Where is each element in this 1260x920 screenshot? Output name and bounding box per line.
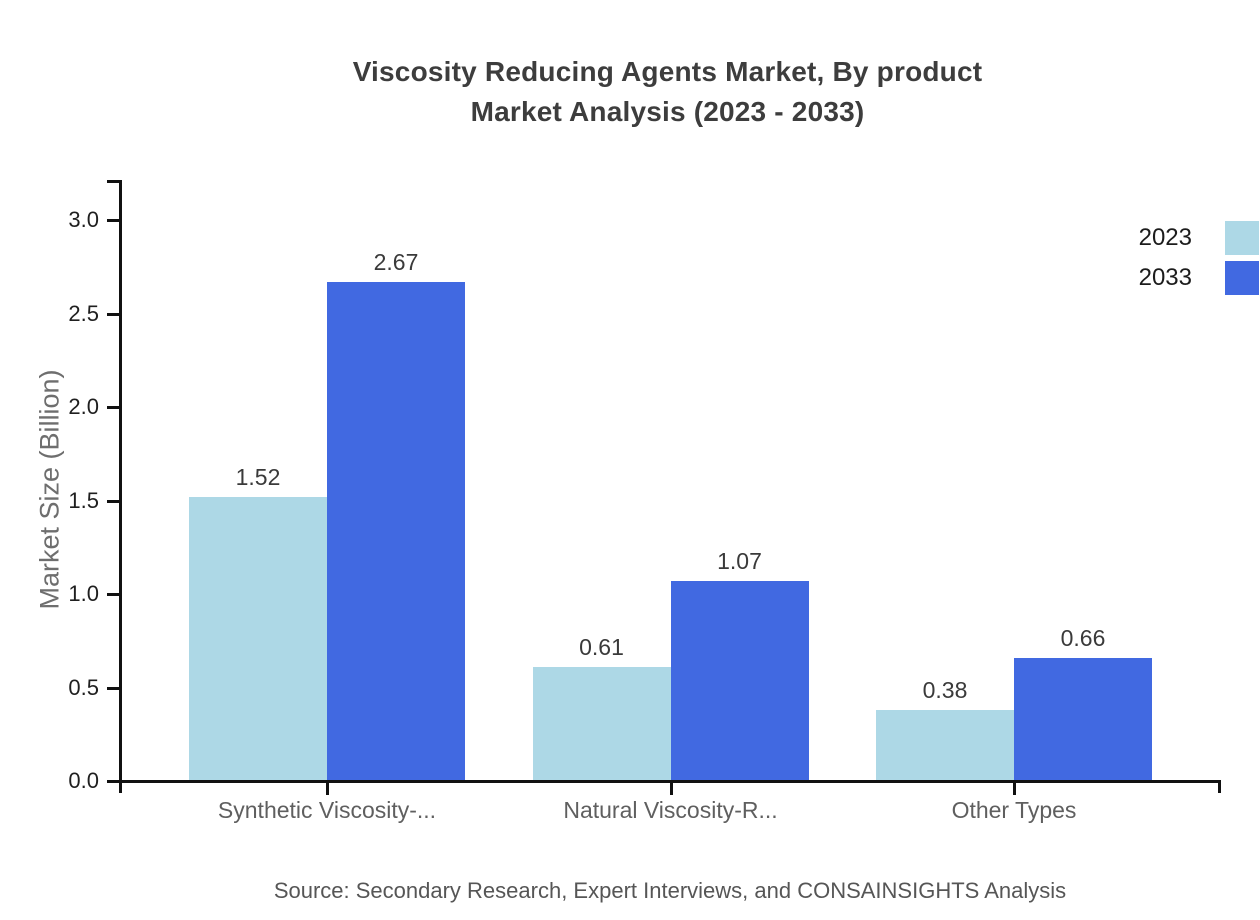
y-axis-tick xyxy=(107,406,120,409)
x-axis-line xyxy=(107,780,1221,783)
y-axis-tick-label: 1.0 xyxy=(68,581,99,606)
x-axis-end-cap xyxy=(1218,781,1221,793)
x-axis-category-label: Natural Viscosity-R... xyxy=(563,797,778,823)
y-axis-tick xyxy=(107,593,120,596)
bar-2023-3 xyxy=(876,709,1014,781)
y-axis-tick-label: 2.0 xyxy=(68,394,99,419)
bar-2033-1 xyxy=(327,281,465,781)
y-axis-end-cap xyxy=(107,180,120,183)
y-axis-tick-label: 3.0 xyxy=(68,207,99,232)
chart-title-line-2: Market Analysis (2023 - 2033) xyxy=(470,96,865,127)
chart-title-line-1: Viscosity Reducing Agents Market, By pro… xyxy=(352,56,983,87)
x-axis-tick xyxy=(669,782,673,795)
y-axis-tick xyxy=(107,312,120,316)
bar-2033-2 xyxy=(670,580,809,781)
bar-value-label: 1.07 xyxy=(717,547,762,574)
y-axis-tick xyxy=(107,686,120,690)
bar-value-label: 0.61 xyxy=(579,633,624,660)
legend-swatch-2033 xyxy=(1225,261,1259,295)
source-note: Source: Secondary Research, Expert Inter… xyxy=(273,878,1067,903)
bar-value-label: 0.66 xyxy=(1060,624,1106,651)
legend-label-2023: 2023 xyxy=(1138,224,1192,251)
y-axis-line xyxy=(119,180,122,793)
y-axis-tick xyxy=(107,219,120,222)
y-axis-tick-label: 0.0 xyxy=(68,768,99,793)
bar-2023-2 xyxy=(532,666,671,781)
x-axis-tick xyxy=(326,782,329,795)
bar-value-label: 1.52 xyxy=(235,463,281,490)
bar-2023-1 xyxy=(189,496,327,781)
legend-label-2033: 2033 xyxy=(1138,264,1192,291)
bar-2033-3 xyxy=(1014,657,1152,781)
x-axis-category-label: Other Types xyxy=(951,797,1077,823)
x-axis-tick xyxy=(1013,782,1016,795)
y-axis-tick-label: 2.5 xyxy=(68,300,99,326)
y-axis-tick xyxy=(107,499,120,503)
legend-swatch-2023 xyxy=(1225,221,1259,255)
bar-value-label: 0.38 xyxy=(922,676,968,703)
y-axis-tick-label: 0.5 xyxy=(68,674,99,700)
x-axis-category-label: Synthetic Viscosity-... xyxy=(217,797,437,823)
y-axis-tick-label: 1.5 xyxy=(68,487,99,513)
chart-title: Viscosity Reducing Agents Market, By pro… xyxy=(0,52,1260,132)
bar-value-label: 2.67 xyxy=(373,248,419,275)
